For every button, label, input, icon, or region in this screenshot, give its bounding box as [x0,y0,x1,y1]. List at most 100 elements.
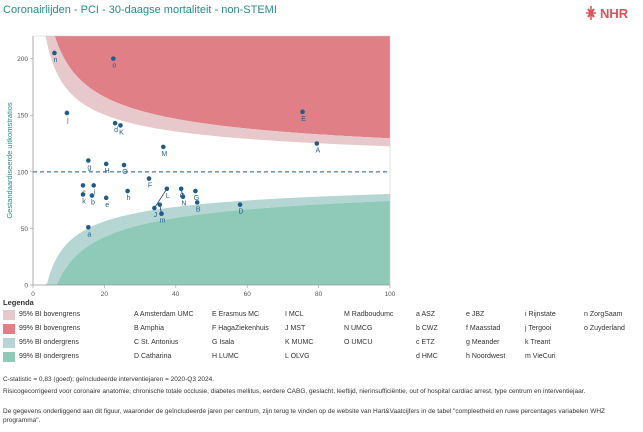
hospital-label: K MUMC [285,339,314,346]
hospital-label: D Catharina [134,353,172,360]
hospital-label: i Rijnstate [525,311,556,318]
ci99-lower-band [36,200,390,285]
legend-swatch [3,323,15,334]
data-point-label: i [94,189,96,196]
data-point [237,202,243,207]
hospital-label: N UMCG [344,325,373,332]
legend-item-ci99-lower: 99% BI ondergrens [3,351,79,362]
data-point [80,183,86,188]
data-point [64,110,70,116]
data-point [121,162,127,168]
nhr-logo-icon [586,6,596,20]
data-point [111,56,116,61]
footnote-risk-adjustment: Risicogecorrigeerd voor coronaire anatom… [3,388,586,395]
x-tick-label: 60 [244,291,252,296]
data-point-label: d [114,127,118,134]
data-point [178,186,184,192]
data-point-label: A [315,148,320,155]
footnote-cstatistic: C-statistic = 0,83 (goed); geïncludeerde… [3,376,215,383]
data-point-label: e [105,202,109,209]
data-point [300,109,305,115]
hospital-label: n ZorgSaam [584,311,623,318]
data-point-label: a [87,231,91,238]
hospital-label: a ASZ [416,311,436,318]
x-tick-label: 40 [172,291,180,296]
y-tick-label: 150 [17,113,28,120]
hospital-label: O UMCU [344,339,373,346]
data-point-label: n [53,57,57,64]
data-point-label: N [181,201,186,208]
legend-item-ci95-lower: 95% BI ondergrens [3,337,79,348]
legend-swatch [3,309,15,320]
data-point [161,144,166,150]
data-point-label: G [194,195,199,202]
data-point [194,200,200,205]
hospital-label: b CWZ [416,325,438,332]
hospital-label: j Tergooi [525,325,552,332]
data-point-label: j [66,117,69,124]
hospital-label: F HagaZiekenhuis [212,325,269,332]
hospital-label: k Treant [525,339,551,346]
data-point [157,202,163,207]
y-tick-label: 0 [24,283,28,290]
data-point [314,141,320,146]
data-point [86,158,91,163]
data-point [180,194,186,200]
hospital-label: H LUMC [212,353,239,360]
hospital-label: c ETZ [416,339,435,346]
hospital-label: o Zuyderland [584,325,625,332]
footnote-data-source: De gegevens onderliggend aan dit figuur,… [3,408,605,424]
hospital-label: h Noordwest [466,353,506,360]
hospital-label: B Amphia [134,325,164,332]
data-point-label: h [127,195,131,202]
data-point-label: g [87,165,91,172]
data-point [103,195,109,201]
label-connector [154,188,168,209]
ci99-upper-band [54,36,390,139]
ci95-lower-band [36,194,390,285]
nhr-logo-text: NHR [600,6,629,21]
data-point-label: O [122,169,128,176]
data-point-label: o [112,63,116,70]
data-point-label: k [82,198,86,205]
hospital-label: L OLVG [285,353,310,360]
hospital-label: C St. Antonius [134,339,179,346]
nhr-logo: NHR [586,6,629,21]
data-point [146,176,152,181]
legend-swatch [3,351,15,362]
hospital-label: J MST [285,325,306,332]
data-point [112,120,118,126]
hospital-label: e JBZ [466,311,485,318]
data-point-label: H [105,168,110,175]
data-point [80,192,86,197]
plot-area [36,36,390,285]
data-point-label: b [91,200,95,207]
data-point [159,211,164,216]
data-point-label: B [196,206,201,213]
legend-label: 99% BI bovengrens [19,325,81,332]
data-point-label: K [119,129,124,136]
legend-label: 95% BI ondergrens [19,339,79,346]
hospital-label: g Meander [466,339,500,346]
y-axis-label: Gestandaardiseerde uitkomstratios [5,102,14,219]
data-point [164,186,170,192]
data-point [103,161,109,167]
data-point [125,188,130,194]
data-point-label: J [154,212,158,219]
data-point [152,205,157,211]
data-point [52,50,57,56]
hospital-label: d HMC [416,353,438,360]
legend-swatch [3,337,15,348]
data-point-label: F [148,183,152,190]
hospital-label: I MCL [285,311,304,318]
data-point-label: D [239,209,244,216]
legend-item-ci99-upper: 99% BI bovengrens [3,323,80,334]
data-point [91,183,96,188]
x-tick-label: 20 [101,291,109,296]
chart-title: Coronairlijden - PCI - 30-daagse mortali… [3,4,277,16]
hospital-label: m VieCuri [525,353,556,360]
x-tick-label: 0 [31,291,35,296]
y-tick-label: 200 [17,56,28,63]
funnel-chart: 050100150200020406080100Voorspeld aantal… [5,35,396,296]
data-point-label: E [301,116,306,123]
